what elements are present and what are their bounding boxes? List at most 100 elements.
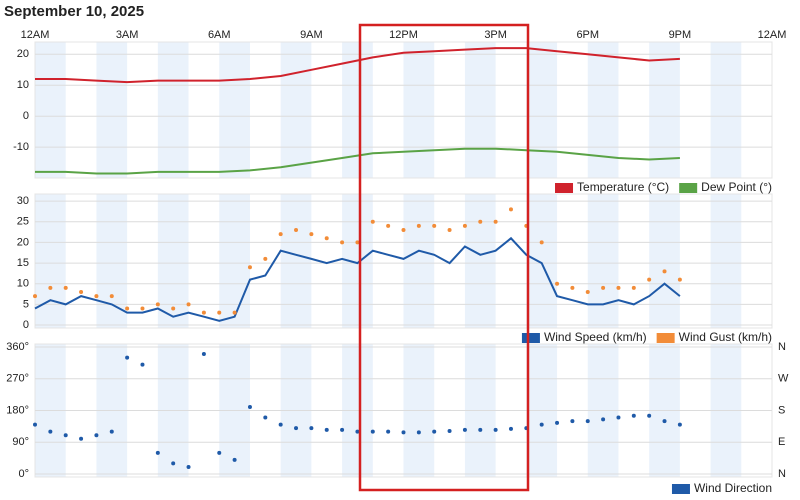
plot-frame [34, 193, 773, 329]
y-tick-label: 180° [6, 404, 29, 416]
data-point [370, 429, 375, 434]
data-point [232, 457, 237, 462]
legend-swatch [679, 183, 698, 193]
data-point [355, 429, 360, 434]
x-tick-label: 9AM [300, 29, 323, 41]
data-point [601, 285, 606, 290]
data-point [186, 464, 191, 469]
data-point [79, 289, 84, 294]
data-point [125, 306, 130, 311]
y-tick-label: -10 [13, 141, 29, 153]
hour-stripe [526, 42, 558, 178]
hour-stripe [35, 194, 66, 328]
data-point [278, 422, 283, 427]
data-point [493, 427, 498, 432]
legend-swatch [555, 183, 574, 193]
data-point [662, 269, 667, 274]
y-tick-label: 20 [17, 236, 29, 248]
data-point [340, 427, 345, 432]
data-point [186, 302, 191, 307]
legend-label: Temperature (°C) [577, 180, 669, 194]
data-point [324, 236, 329, 241]
y-tick-label: 10 [17, 278, 29, 290]
hour-stripe [157, 42, 189, 178]
data-point [601, 417, 606, 422]
y-tick-label: 15 [17, 257, 29, 269]
data-point [662, 419, 667, 424]
data-point [63, 285, 68, 290]
data-point [647, 413, 652, 418]
data-point [309, 426, 314, 431]
data-point [155, 450, 160, 455]
highlight-box [358, 23, 530, 492]
y-tick-label: 270° [6, 373, 29, 385]
data-point [155, 302, 160, 307]
data-point [125, 355, 130, 360]
data-line [34, 236, 681, 322]
data-point [94, 294, 99, 299]
data-point [140, 306, 145, 311]
hour-stripe [710, 194, 742, 328]
data-point [616, 285, 621, 290]
hour-stripe [649, 42, 680, 178]
data-point [201, 352, 206, 357]
data-point [416, 223, 421, 228]
x-tick-label: 6AM [208, 29, 231, 41]
data-point [432, 429, 437, 434]
x-tick-label: 12PM [389, 29, 418, 41]
data-point [48, 285, 53, 290]
data-point [217, 310, 222, 315]
hour-stripe [587, 194, 619, 328]
data-point [447, 428, 452, 433]
data-point [570, 419, 575, 424]
data-point [539, 422, 544, 427]
y-tick-label: 90° [12, 436, 29, 448]
hour-stripe [96, 194, 128, 328]
legend-swatch [671, 484, 690, 494]
data-point [462, 427, 467, 432]
data-point [263, 256, 268, 261]
hour-stripe [403, 42, 435, 178]
data-point [677, 422, 682, 427]
x-tick-label: 9PM [669, 29, 692, 41]
chart-title: September 10, 2025 [4, 3, 144, 20]
x-tick-label: 3PM [484, 29, 507, 41]
data-point [555, 281, 560, 286]
legend-label: Wind Direction [694, 481, 772, 495]
data-point [447, 228, 452, 233]
legend-label: Dew Point (°) [701, 180, 772, 194]
data-point [462, 223, 467, 228]
y-tick-label: 10 [17, 79, 29, 91]
hour-stripe [649, 194, 680, 328]
data-line [35, 47, 680, 84]
hour-stripe [403, 194, 435, 328]
hour-stripe [157, 194, 189, 328]
plots: -10 0 10 20 12AM 3AM 6AM 9AM 12PM 3PM 6PM 9PM 12AM De… [6, 29, 789, 495]
data-point [555, 420, 560, 425]
legend-swatch [521, 333, 540, 343]
legend-label: Wind Gust (km/h) [679, 330, 772, 344]
y2-tick-label: N [778, 468, 786, 480]
y-tick-label: 0 [23, 319, 29, 331]
y-tick-label: 25 [17, 216, 29, 228]
data-point [370, 219, 375, 224]
hour-stripe [710, 42, 742, 178]
data-point [631, 285, 636, 290]
legend-label: Wind Speed (km/h) [544, 330, 647, 344]
data-point [309, 232, 314, 237]
x-tick-label: 12AM [758, 29, 787, 41]
data-line [35, 147, 680, 175]
y2-tick-label: S [778, 404, 785, 416]
data-point [263, 415, 268, 420]
hour-stripe [35, 42, 66, 178]
y-tick-label: 5 [23, 298, 29, 310]
legend-swatch [656, 333, 675, 343]
data-point [79, 436, 84, 441]
data-point [217, 450, 222, 455]
data-point [171, 306, 176, 311]
data-point [294, 426, 299, 431]
hour-stripe [464, 194, 496, 328]
data-point [677, 277, 682, 282]
data-point [386, 223, 391, 228]
hour-stripe [96, 42, 128, 178]
